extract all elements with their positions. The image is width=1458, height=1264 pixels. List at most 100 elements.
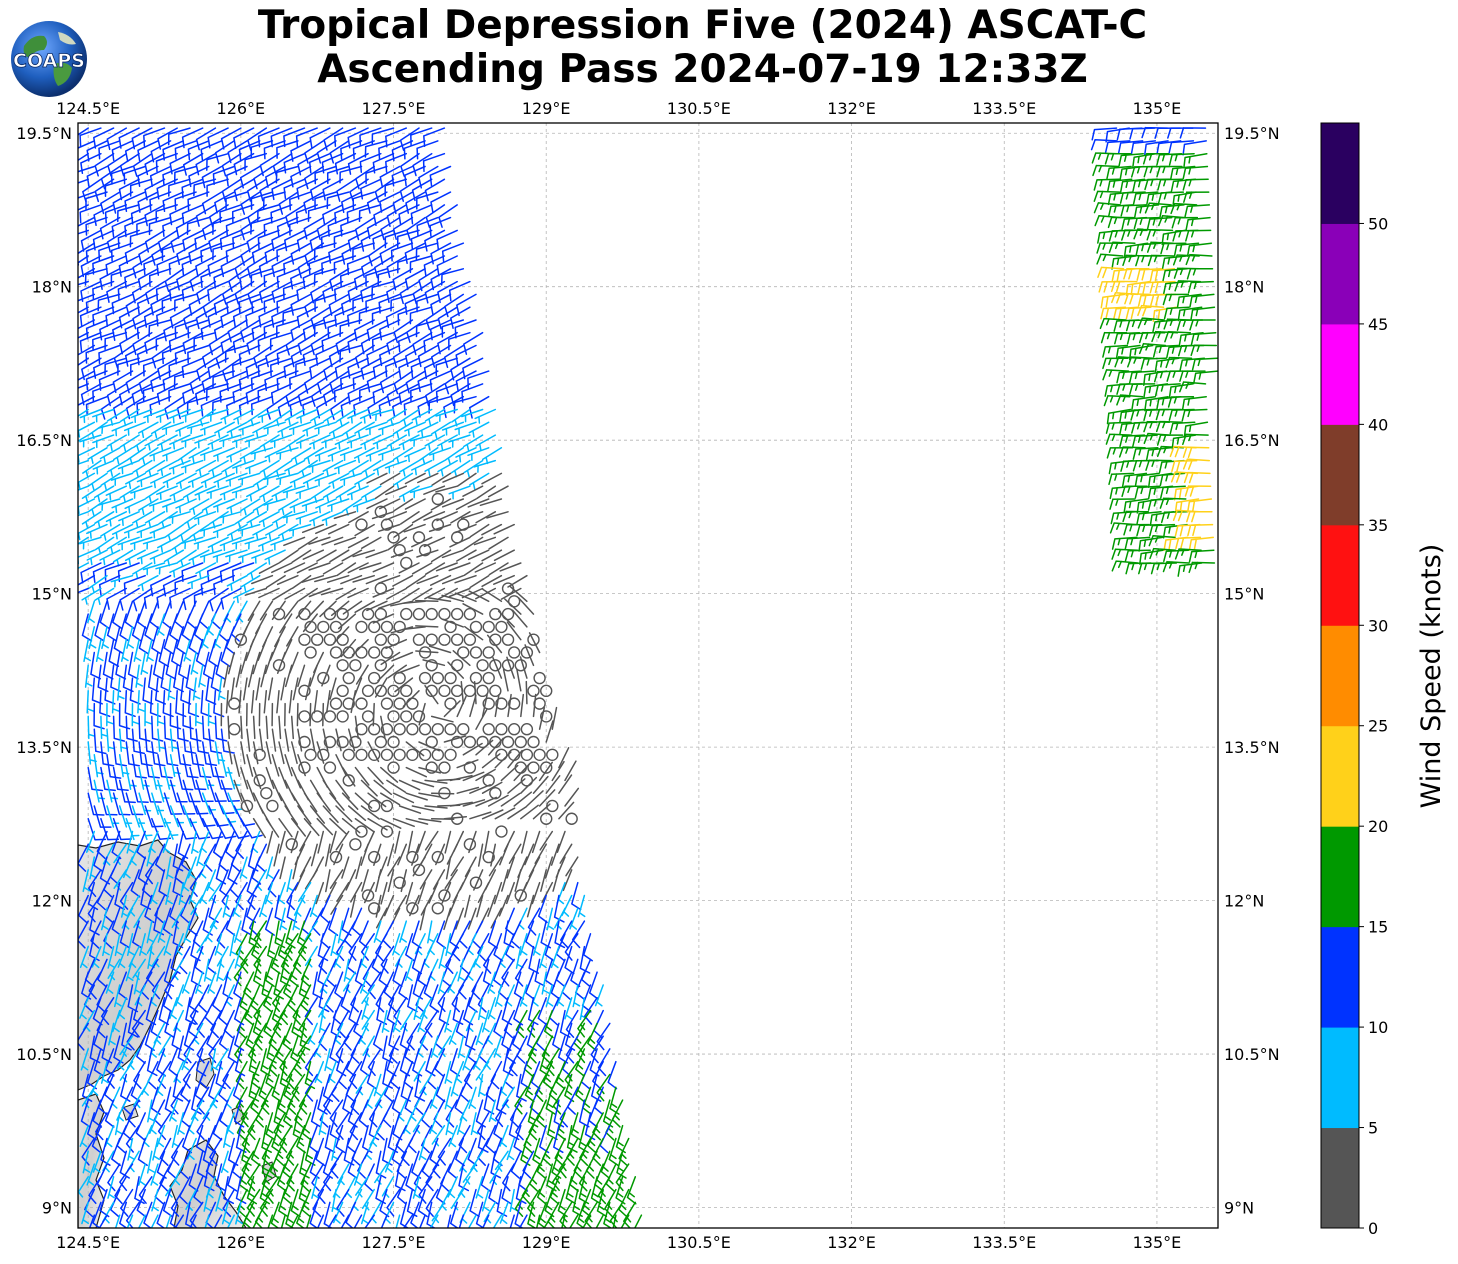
wind-barb [106,613,118,642]
wind-barb [1171,459,1198,473]
wind-barb [527,907,541,936]
wind-barb [481,472,503,485]
wind-barb [1123,268,1150,280]
wind-barb [386,280,408,304]
wind-barb [257,408,280,423]
wind-barb [99,319,121,341]
wind-barb [322,280,344,303]
wind-barb [320,587,344,596]
wind-barb [450,856,465,877]
wind-barb [499,843,509,866]
wind-barb [99,268,121,290]
lat-tick-label-right: 13.5°N [1224,738,1280,757]
wind-barb [381,1009,390,1033]
wind-barb [402,626,426,631]
wind-barb [142,562,166,576]
calm-wind-marker [540,761,553,774]
wind-barb [1154,383,1181,397]
calm-wind-marker [355,697,368,710]
wind-barb [404,958,414,982]
wind-barb [318,1009,327,1033]
wind-barb [468,1086,477,1109]
wind-barb [118,702,131,730]
wind-barb [578,1176,590,1205]
wind-barb [462,997,474,1026]
wind-barb [410,383,433,402]
wind-barb [209,1137,223,1166]
calm-wind-marker [450,812,464,825]
wind-barb [545,1086,556,1115]
wind-barb [333,511,357,520]
wind-barb [411,562,433,575]
wind-barb [309,664,318,687]
wind-barb [133,971,142,995]
wind-barb [457,958,466,982]
wind-barb [448,434,471,448]
wind-barb [353,447,375,464]
wind-barb [81,971,92,1000]
calm-wind-marker [425,607,438,621]
wind-barb [335,754,347,776]
wind-barb [225,626,236,655]
calm-wind-marker [495,723,508,736]
wind-barb [187,472,210,488]
wind-barb [285,383,306,407]
wind-barb [111,690,120,714]
wind-barb [271,779,283,802]
wind-barb [288,421,312,436]
wind-barb [290,741,298,765]
wind-barb [198,664,206,688]
colorbar-tick-label: 40 [1368,415,1388,434]
wind-barb [431,421,452,439]
calm-wind-marker [463,761,477,774]
wind-barb [149,690,162,718]
wind-barb [181,971,191,994]
wind-barb [291,1009,302,1039]
wind-barb [545,775,561,794]
wind-barb [94,587,115,606]
wind-barb [360,280,382,303]
wind-barb [78,293,96,302]
wind-barb [1121,472,1148,488]
wind-barb [1186,242,1213,257]
wind-barb [246,485,268,502]
colorbar-tick-label: 30 [1368,616,1388,635]
wind-barb [297,754,306,777]
wind-barb [336,1048,347,1077]
wind-barb [111,498,134,514]
wind-barb [144,511,166,528]
wind-barb [333,255,357,274]
wind-barb [87,766,104,792]
wind-barb [285,1137,299,1166]
wind-barb [347,562,369,574]
wind-barb [78,191,96,199]
wind-barb [418,792,442,798]
wind-barb [120,894,129,918]
wind-barb [260,664,268,688]
wind-barb [231,485,255,499]
wind-barb [234,511,255,529]
wind-barb [219,204,242,224]
wind-barb [240,498,261,516]
wind-barb [286,881,299,911]
wind-barb [310,1099,322,1128]
wind-barb [402,600,426,604]
wind-barb [320,229,344,249]
wind-barb [263,319,286,339]
wind-barb [247,843,259,872]
wind-barb [1090,139,1118,151]
wind-barb [445,856,452,880]
wind-barb [490,1150,502,1179]
colorbar-tick-label: 50 [1368,214,1388,233]
wind-barb [186,395,210,414]
wind-barb [87,715,96,740]
wind-barb [1144,395,1169,412]
wind-barb [241,907,252,936]
wind-barb [345,1201,357,1228]
wind-barb [359,971,369,994]
wind-barb [412,856,426,877]
wind-barb [436,255,458,277]
wind-barb [263,690,268,714]
wind-barb [360,536,382,550]
wind-barb [206,152,229,171]
